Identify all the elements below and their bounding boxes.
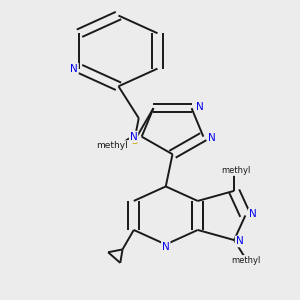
Text: N: N xyxy=(70,64,78,74)
Text: N: N xyxy=(162,242,169,252)
Text: N: N xyxy=(130,132,137,142)
Text: N: N xyxy=(236,236,243,247)
Text: methyl: methyl xyxy=(222,166,251,175)
Text: N: N xyxy=(208,133,215,143)
Text: N: N xyxy=(196,102,204,112)
Text: N: N xyxy=(249,209,256,219)
Text: methyl: methyl xyxy=(232,256,261,265)
Text: S: S xyxy=(131,136,138,146)
Text: methyl: methyl xyxy=(97,141,128,150)
